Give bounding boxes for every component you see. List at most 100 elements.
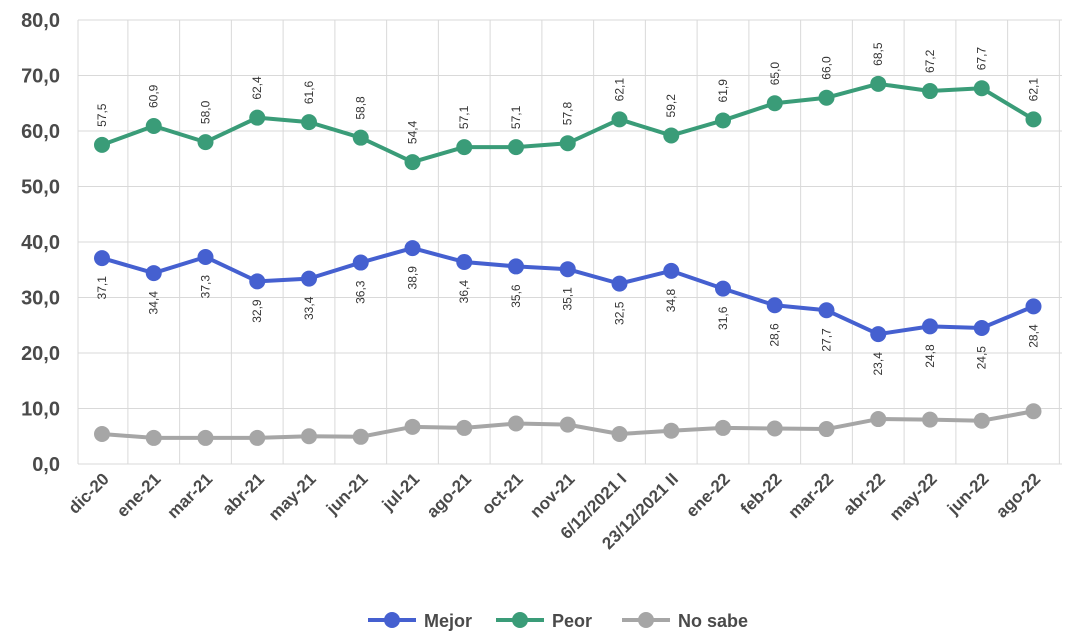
data-point [404, 154, 421, 171]
data-point [404, 418, 421, 435]
x-tick-label: nov-21 [526, 469, 578, 521]
data-label: 36,3 [354, 280, 368, 304]
data-label: 37,1 [95, 276, 109, 300]
y-tick-label: 80,0 [21, 10, 60, 32]
x-tick-label: mar-22 [784, 469, 837, 522]
y-tick-label: 0,0 [32, 454, 60, 476]
data-point [818, 302, 835, 319]
data-label: 65,0 [768, 62, 782, 86]
series-mejor: 37,1 34,4 37,3 32,9 33,4 36,3 38,9 36,4 35,6 35,1… [94, 240, 1042, 375]
data-label: 58,0 [199, 100, 213, 124]
data-label: 23,4 [871, 352, 885, 376]
data-label: 34,8 [664, 289, 678, 313]
data-label: 33,4 [302, 296, 316, 320]
data-point [1025, 111, 1042, 128]
legend-label: Mejor [424, 611, 472, 631]
y-tick-label: 70,0 [21, 66, 60, 88]
data-label: 60,9 [147, 84, 161, 108]
y-tick-label: 30,0 [21, 288, 60, 310]
data-label: 37,3 [199, 275, 213, 299]
data-point [922, 411, 938, 428]
data-point [456, 419, 473, 436]
data-point [870, 326, 887, 343]
data-point [715, 419, 731, 436]
data-point [145, 265, 162, 282]
data-point [766, 297, 783, 314]
data-point [663, 127, 680, 144]
data-point [301, 270, 317, 287]
data-label: 62,1 [1027, 78, 1041, 102]
series-group: 37,1 34,4 37,3 32,9 33,4 36,3 38,9 36,4 35,6 35,1… [94, 42, 1042, 446]
legend-marker [638, 612, 654, 628]
data-label: 54,4 [406, 120, 420, 144]
data-label: 38,9 [406, 266, 420, 290]
data-point [197, 429, 214, 446]
data-label: 34,4 [147, 291, 161, 315]
x-tick-label: oct-21 [478, 469, 527, 518]
data-point [301, 114, 317, 131]
x-tick-label: jun-22 [943, 469, 993, 519]
data-point [456, 253, 473, 270]
data-point [559, 261, 576, 278]
data-point [404, 240, 421, 257]
y-axis: 0,0 10,0 20,0 30,0 40,0 50,0 60,0 70,0 80,0 [21, 10, 60, 476]
grid-lines [77, 19, 1062, 465]
x-tick-label: dic-20 [65, 469, 113, 517]
data-point [922, 318, 938, 335]
data-point [508, 139, 524, 156]
x-tick-label: abr-21 [219, 469, 269, 519]
data-point [249, 109, 266, 126]
x-tick-label: abr-22 [840, 469, 890, 519]
data-label: 62,1 [613, 78, 627, 102]
data-point [766, 420, 783, 437]
data-point [715, 112, 731, 129]
data-label: 57,1 [457, 105, 471, 129]
y-tick-label: 10,0 [21, 399, 60, 421]
x-tick-label: may-21 [265, 469, 320, 524]
data-label: 32,5 [613, 301, 627, 325]
data-point [352, 254, 369, 271]
data-label: 66,0 [820, 56, 834, 80]
data-point [818, 89, 835, 106]
data-point [766, 95, 783, 112]
legend-label: Peor [552, 611, 592, 631]
data-point [611, 275, 628, 292]
data-label: 57,1 [509, 105, 523, 129]
data-point [197, 134, 214, 151]
series-peor: 57,5 60,9 58,0 62,4 61,6 58,8 54,4 57,1 57,1 57,8… [94, 42, 1042, 171]
data-point [611, 426, 628, 443]
y-tick-label: 40,0 [21, 232, 60, 254]
legend-item-mejor: Mejor [368, 611, 472, 631]
data-point [870, 411, 887, 428]
data-label: 68,5 [871, 42, 885, 66]
data-label: 31,6 [716, 306, 730, 330]
data-point [922, 83, 938, 100]
data-point [94, 136, 110, 153]
data-point [352, 428, 369, 445]
data-label: 58,8 [354, 96, 368, 120]
data-point [301, 428, 317, 445]
data-point [818, 421, 835, 438]
data-point [973, 320, 990, 337]
data-point [973, 412, 990, 429]
data-label: 62,4 [250, 76, 264, 100]
data-label: 24,8 [923, 344, 937, 368]
data-point [559, 135, 576, 152]
data-point [352, 129, 369, 146]
legend-item-peor: Peor [496, 611, 592, 631]
x-tick-label: ene-22 [682, 469, 734, 521]
data-point [508, 258, 524, 275]
data-label: 61,6 [302, 80, 316, 104]
legend: Mejor Peor No sabe [368, 611, 748, 631]
data-point [715, 280, 731, 297]
data-point [456, 139, 473, 156]
data-label: 67,2 [923, 49, 937, 73]
data-point [508, 415, 524, 432]
x-tick-label: mar-21 [163, 469, 216, 522]
data-point [145, 429, 162, 446]
data-point [663, 422, 680, 439]
y-tick-label: 50,0 [21, 177, 60, 199]
legend-marker [384, 612, 400, 628]
data-label: 36,4 [457, 280, 471, 304]
